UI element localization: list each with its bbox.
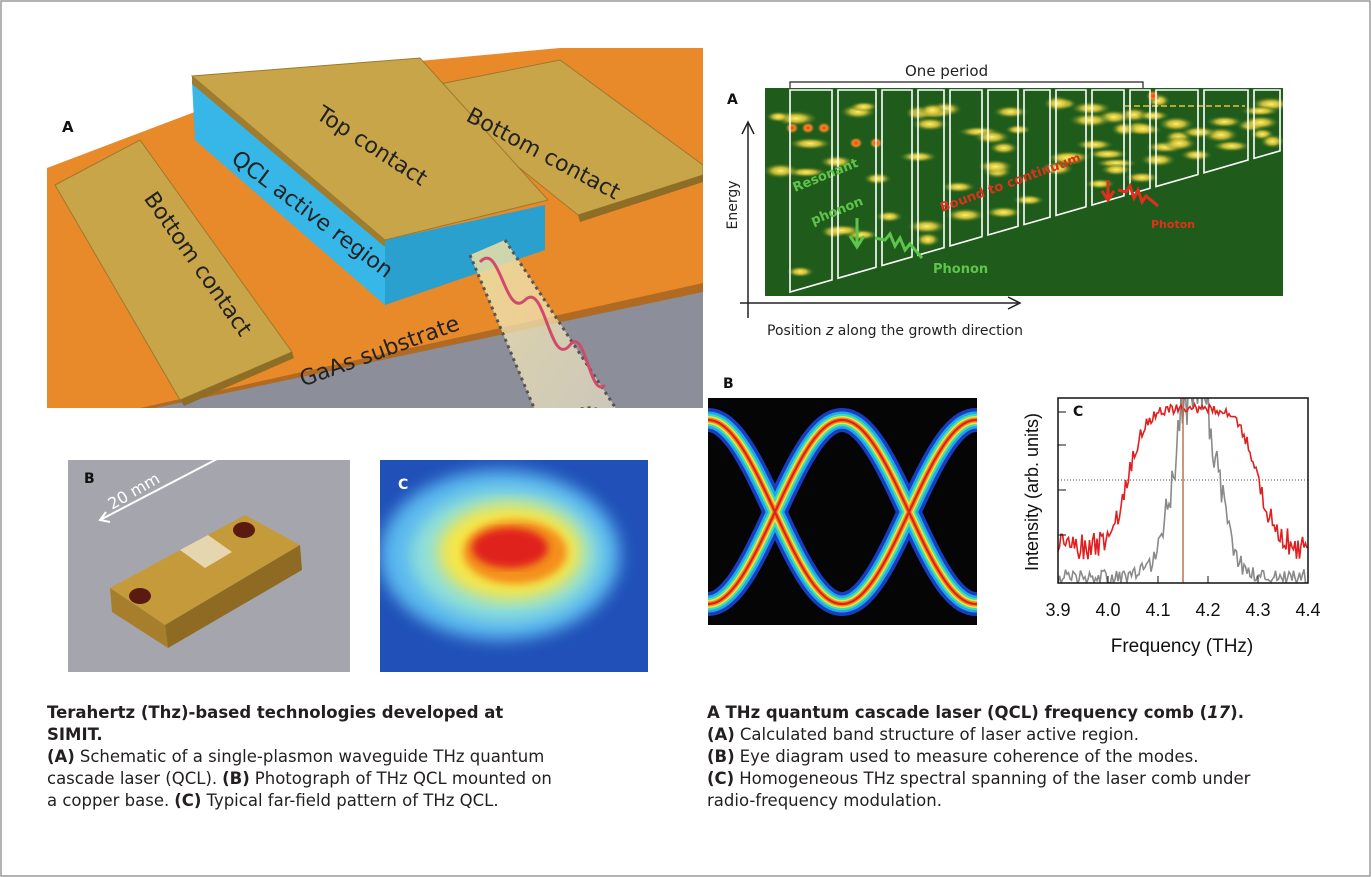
state-density: [817, 122, 831, 134]
state-density: [1043, 95, 1071, 111]
far-field: [380, 460, 648, 672]
quantum-well: [1286, 90, 1300, 149]
caption-marker: (A): [707, 725, 735, 744]
x-tick-label: 4.3: [1245, 600, 1270, 620]
state-density: [1137, 110, 1169, 121]
state-density: [849, 137, 863, 149]
panel-label: C: [1073, 404, 1083, 420]
state-density: [1100, 163, 1132, 175]
caption-item: (C)Homogeneous THz spectral spanning of …: [707, 768, 1282, 812]
schematic: [47, 48, 703, 509]
state-density: [1069, 113, 1112, 128]
caption-marker: (C): [174, 791, 201, 810]
state-density: [785, 122, 799, 134]
period-bracket: [790, 82, 1143, 88]
caption-text: Eye diagram used to measure coherence of…: [740, 747, 1199, 766]
x-tick-label: 3.9: [1045, 600, 1070, 620]
state-density: [911, 117, 948, 131]
x-tick-label: 4.2: [1195, 600, 1220, 620]
panel-label: B: [84, 471, 95, 487]
state-density: [989, 141, 1018, 154]
axis-title-part: along the growth direction: [833, 323, 1023, 339]
state-density: [788, 137, 831, 149]
caption-title: Terahertz (Thz)-based technologies devel…: [47, 702, 552, 746]
axis-title-part: Position: [767, 323, 826, 339]
spectrum-traces: [1058, 371, 1307, 583]
state-density: [863, 173, 891, 185]
axis-title: Intensity (arb. units): [1022, 413, 1042, 571]
state-density: [1140, 153, 1176, 167]
annotation: Phonon: [933, 262, 988, 277]
state-density: [1260, 134, 1285, 148]
state-density: [1180, 149, 1212, 161]
panel-label: B: [723, 376, 734, 392]
caption-text: Typical far-field pattern of THz QCL.: [206, 791, 498, 810]
x-tick-label: 4.4: [1295, 600, 1320, 620]
panel-label: C: [398, 477, 408, 493]
caption-title: A THz quantum cascade laser (QCL) freque…: [707, 702, 1282, 724]
caption-body: (A) Calculated band structure of laser ac…: [707, 724, 1282, 812]
x-tick-label: 4.0: [1095, 600, 1120, 620]
axis-title: Energy: [725, 180, 741, 229]
period-label: One period: [905, 62, 988, 80]
axis-title: Frequency (THz): [1111, 636, 1254, 657]
state-density: [1087, 149, 1129, 160]
caption-marker: (B): [707, 747, 735, 766]
state-density: [1146, 90, 1160, 102]
caption-item: (B) Eye diagram used to measure coherence…: [707, 746, 1282, 768]
state-density: [907, 219, 946, 234]
caption-reference: 17: [1207, 703, 1230, 722]
y-ticks: [1058, 412, 1066, 535]
caption-body: (A)Schematic of a single-plasmon wavegui…: [47, 746, 552, 812]
caption-title-part: A THz quantum cascade laser (QCL) freque…: [707, 703, 1207, 722]
state-density: [1162, 136, 1196, 150]
caption-right: A THz quantum cascade laser (QCL) freque…: [707, 702, 1282, 812]
caption-marker: (C): [707, 769, 734, 788]
state-density: [801, 122, 815, 134]
page: A Top contact Bottom contact QCL active …: [0, 0, 1371, 877]
caption-text: Homogeneous THz spectral spanning of the…: [707, 769, 1250, 810]
state-density: [993, 106, 1029, 119]
state-density: [919, 103, 945, 117]
state-density: [1241, 106, 1280, 117]
state-density: [915, 232, 940, 247]
state-density: [875, 211, 903, 223]
state-density: [977, 159, 1013, 173]
axis-title: Position z along the growth direction: [767, 323, 1023, 339]
panel-label: A: [727, 92, 738, 108]
state-density: [1206, 116, 1243, 128]
caption-marker: (A): [47, 747, 75, 766]
state-density: [1085, 179, 1115, 190]
caption-item: (A) Calculated band structure of laser ac…: [707, 724, 1282, 746]
panel-label: A: [62, 118, 74, 136]
x-tick-label: 4.1: [1145, 600, 1170, 620]
caption-text: Calculated band structure of laser activ…: [740, 725, 1139, 744]
state-density: [985, 206, 1022, 218]
state-density: [762, 163, 799, 179]
state-density: [766, 111, 791, 122]
state-density: [1126, 122, 1159, 136]
state-density: [849, 101, 878, 112]
caption-left: Terahertz (Thz)-based technologies devel…: [47, 702, 552, 812]
annotation: Photon: [1151, 218, 1195, 231]
caption-title-part: ).: [1230, 703, 1244, 722]
caption-marker: (B): [222, 769, 250, 788]
